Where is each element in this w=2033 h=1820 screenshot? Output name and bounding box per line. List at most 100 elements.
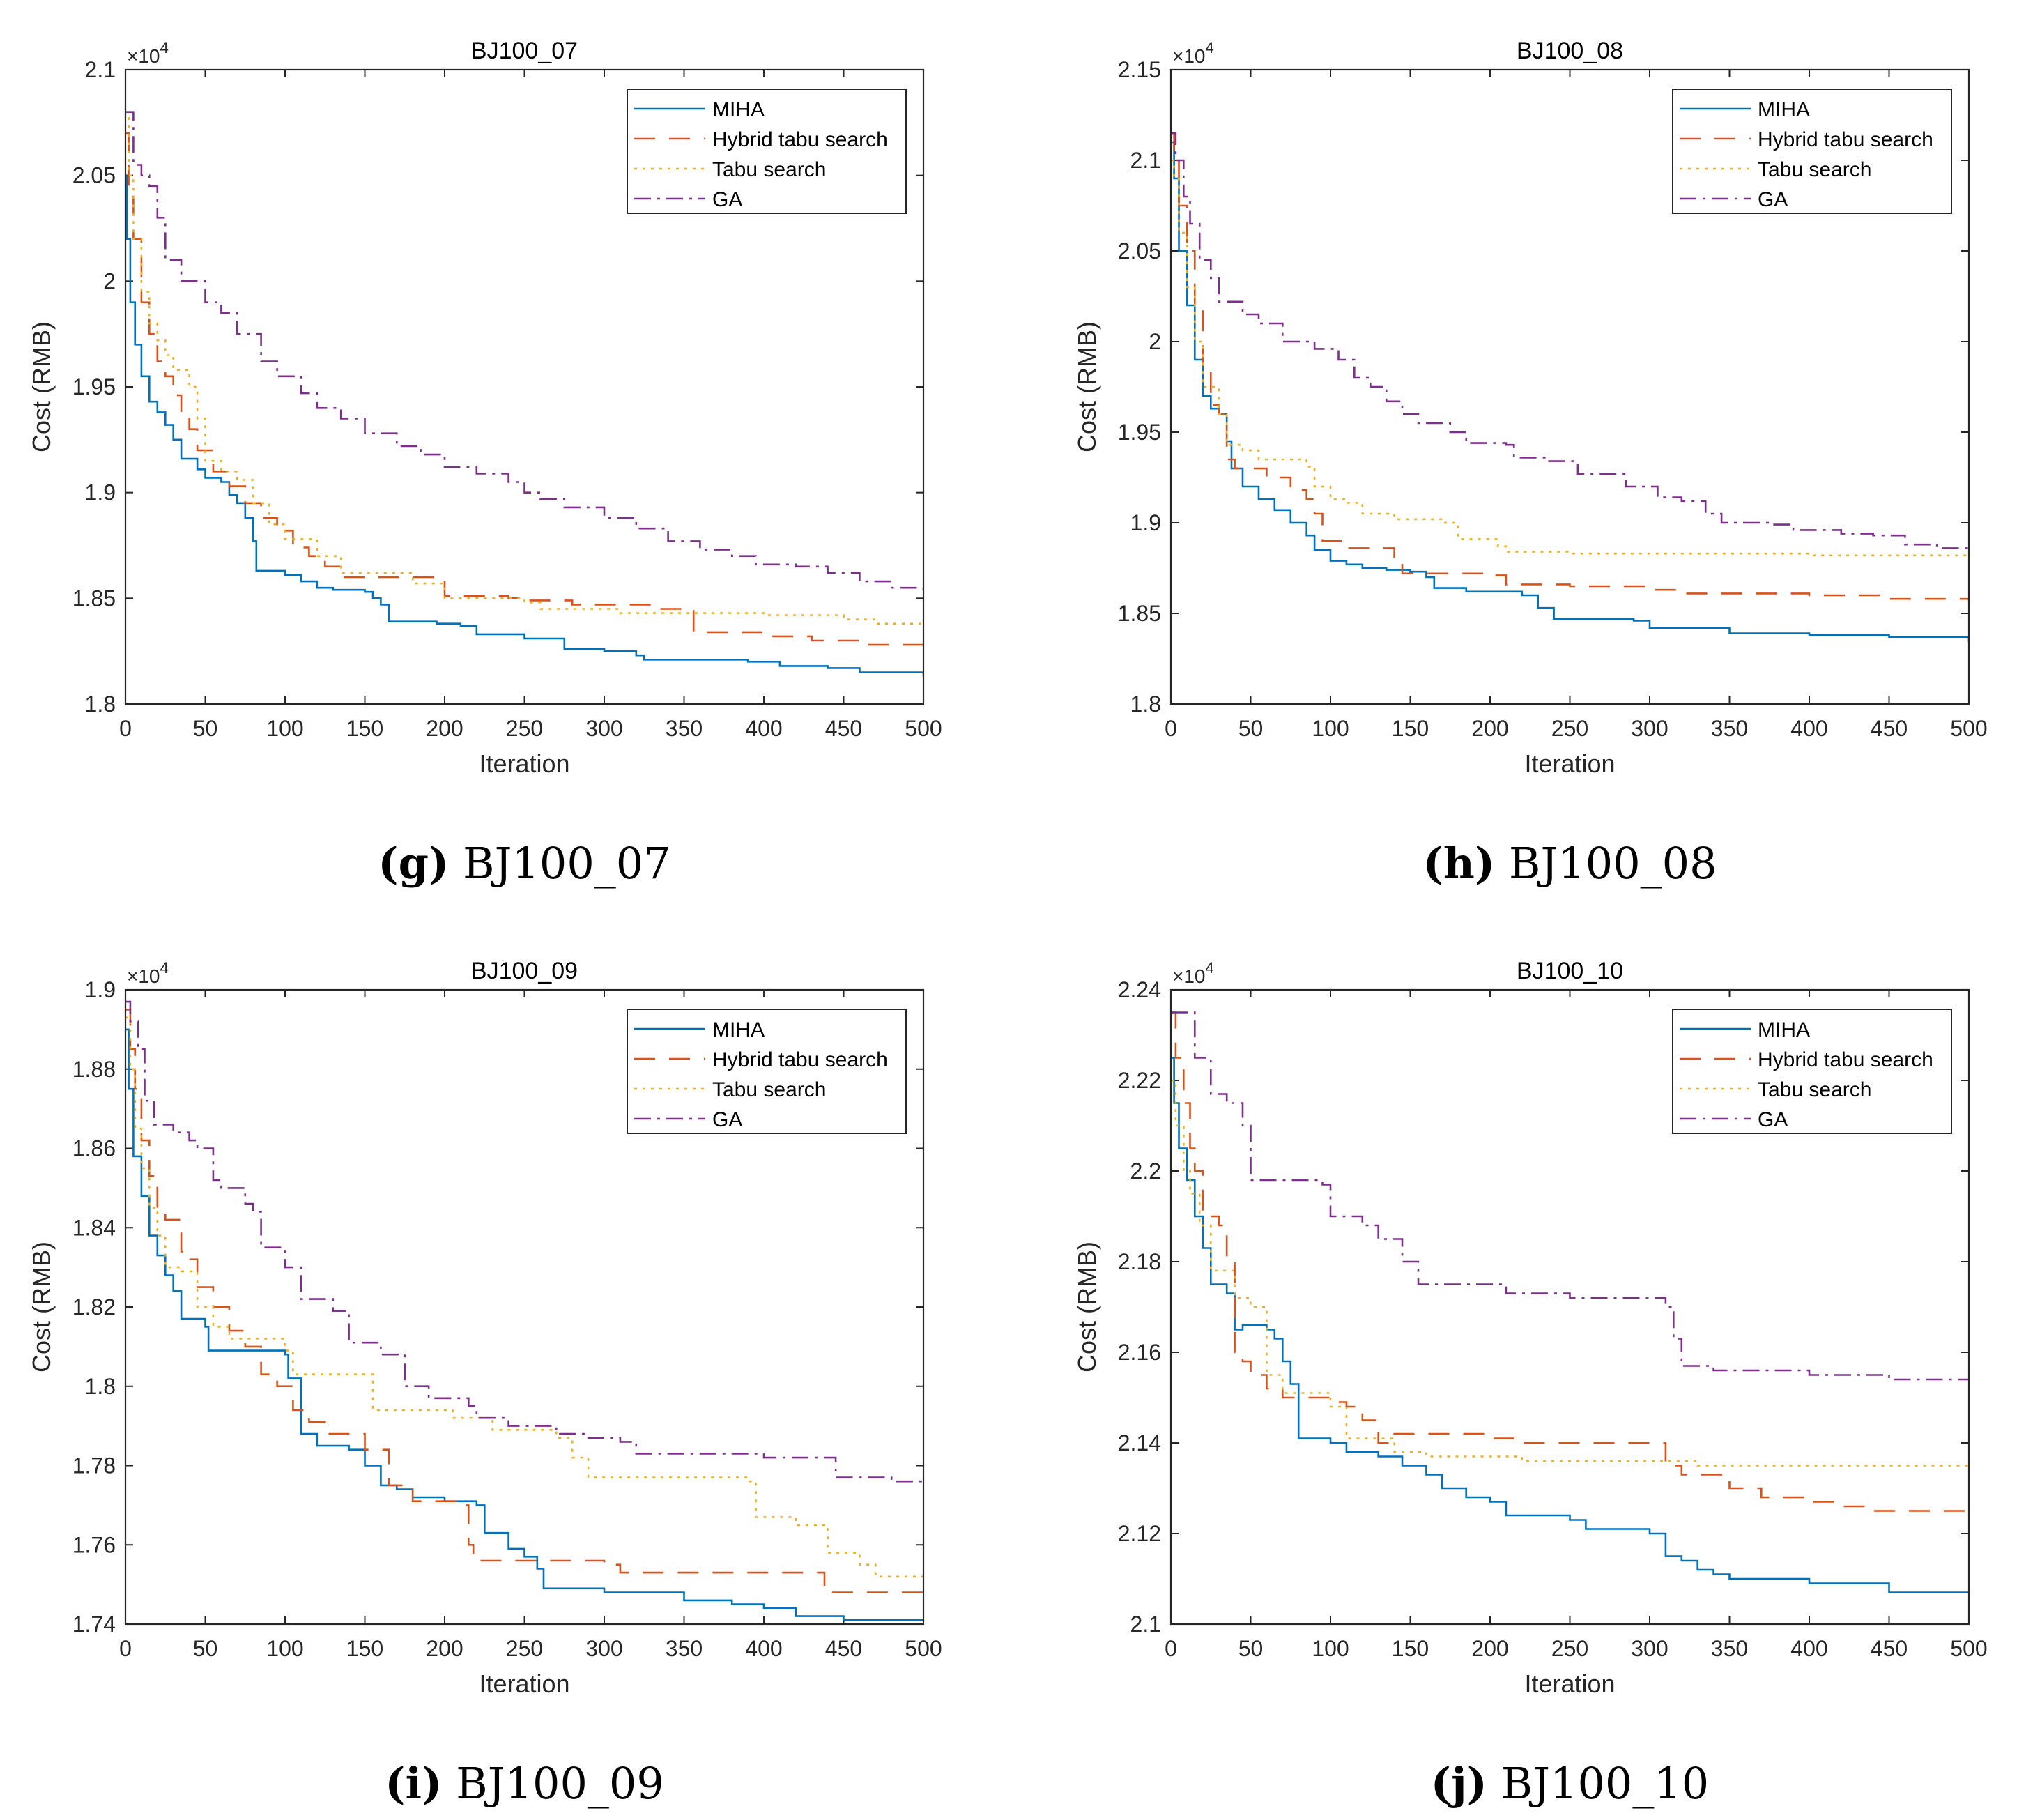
x-tick-label: 250 (1551, 1636, 1588, 1661)
x-tick-label: 0 (119, 716, 132, 741)
x-tick-label: 150 (1392, 716, 1429, 741)
y-tick-label: 2.05 (1118, 238, 1161, 263)
chart-panel-g: 0 50 100 150 200 250 300 350 400 450 500 1.8 1.85 1.9… (27, 38, 942, 889)
x-tick-label: 50 (1238, 716, 1264, 741)
legend-label-miha: MIHA (1758, 1018, 1810, 1041)
x-axis-label: Iteration (479, 1669, 569, 1698)
legend-label-htabu: Hybrid tabu search (1758, 128, 1933, 151)
exponent-base: ×10 (1172, 965, 1206, 987)
y-tick-label: 1.9 (1130, 510, 1161, 535)
x-tick-label: 50 (193, 716, 218, 741)
chart-title: BJ100_08 (1517, 38, 1623, 64)
y-axis-label: Cost (RMB) (1073, 1241, 1101, 1372)
series-group (125, 1000, 923, 1621)
legend-label-htabu: Hybrid tabu search (712, 128, 888, 151)
series-line-miha (125, 174, 923, 677)
figure-caption: (h) BJ100_08 (1422, 838, 1717, 889)
y-tick-label: 2.16 (1118, 1340, 1161, 1365)
legend-label-ga: GA (712, 188, 742, 211)
caption-space (1495, 838, 1509, 889)
caption-text: BJ100_07 (463, 838, 671, 889)
x-tick-label: 450 (1871, 1636, 1908, 1661)
x-axis-label: Iteration (1524, 749, 1615, 778)
legend-label-tabu: Tabu search (712, 158, 826, 181)
exponent-base: ×10 (127, 45, 160, 67)
x-tick-label: 300 (585, 716, 622, 741)
legend-label-ga: GA (1758, 1108, 1788, 1131)
x-tick-label: 250 (1551, 716, 1588, 741)
x-tick-label: 500 (1950, 716, 1987, 741)
exponent-base: ×10 (127, 965, 160, 987)
y-tick-label: 1.95 (1118, 420, 1161, 445)
x-tick-label: 150 (346, 1636, 383, 1661)
y-tick-label: 2.24 (1118, 977, 1161, 1002)
exponent-power: 4 (160, 39, 169, 56)
y-tick-label: 1.8 (85, 691, 116, 717)
y-tick-label: 2.1 (1130, 148, 1161, 173)
x-tick-label: 100 (266, 1636, 303, 1661)
exponent-power: 4 (1206, 39, 1214, 56)
y-tick-label: 1.74 (72, 1612, 116, 1637)
exponent-power: 4 (1206, 959, 1214, 977)
legend-label-miha: MIHA (712, 98, 765, 121)
caption-space (442, 1758, 456, 1809)
y-axis-label: Cost (RMB) (27, 321, 56, 452)
legend-box (627, 89, 907, 214)
caption-letter: (i) (385, 1758, 442, 1809)
x-tick-label: 300 (1631, 1636, 1668, 1661)
y-tick-label: 2.22 (1118, 1068, 1161, 1093)
y-tick-label: 1.82 (72, 1294, 116, 1320)
x-tick-label: 400 (1790, 1636, 1827, 1661)
y-tick-label: 1.76 (72, 1532, 116, 1557)
chart-panel-h: 0 50 100 150 200 250 300 350 400 450 500 1.8 1.85 1.9… (1073, 38, 1988, 889)
caption-space (1487, 1758, 1501, 1809)
y-tick-label: 1.85 (72, 586, 116, 611)
caption-space (449, 838, 463, 889)
axes-box (124, 988, 925, 1626)
x-tick-label: 100 (266, 716, 303, 741)
x-tick-label: 350 (1711, 1636, 1748, 1661)
legend-label-ga: GA (712, 1108, 742, 1131)
y-axis-label: Cost (RMB) (27, 1241, 56, 1372)
x-tick-label: 0 (1165, 1636, 1177, 1661)
legend-box (1672, 89, 1952, 214)
legend-label-tabu: Tabu search (1758, 158, 1871, 181)
caption-text: BJ100_10 (1501, 1758, 1710, 1809)
x-tick-label: 350 (1711, 716, 1748, 741)
series-line-ga (125, 111, 923, 595)
series-line-miha (1171, 141, 1969, 643)
series-line-tabu (1171, 1079, 1969, 1467)
y-axis-label: Cost (RMB) (1073, 321, 1101, 452)
series-line-tabu (125, 111, 923, 625)
caption-text: BJ100_08 (1509, 838, 1717, 889)
y-tick-label: 2 (1149, 329, 1161, 354)
y-tick-label: 2.1 (85, 57, 116, 82)
x-tick-label: 500 (905, 716, 942, 741)
legend-box (1672, 1009, 1952, 1134)
series-line-miha (125, 1028, 923, 1621)
axes-box (1169, 68, 1970, 705)
x-tick-label: 400 (745, 716, 782, 741)
chart-title: BJ100_09 (471, 958, 578, 984)
x-tick-label: 150 (346, 716, 383, 741)
legend-label-tabu: Tabu search (712, 1078, 826, 1101)
x-tick-label: 250 (506, 1636, 543, 1661)
y-tick-label: 1.86 (72, 1136, 116, 1161)
figure-caption: (j) BJ100_10 (1431, 1758, 1709, 1809)
caption-text: BJ100_09 (456, 1758, 664, 1809)
x-tick-label: 500 (1950, 1636, 1987, 1661)
y-tick-label: 2 (103, 268, 116, 293)
x-tick-label: 50 (193, 1636, 218, 1661)
legend-label-htabu: Hybrid tabu search (1758, 1048, 1933, 1071)
x-tick-label: 450 (825, 716, 862, 741)
series-line-tabu (1171, 159, 1969, 557)
x-tick-label: 250 (506, 716, 543, 741)
series-group (125, 111, 923, 677)
figure-caption: (i) BJ100_09 (385, 1758, 664, 1809)
legend-label-miha: MIHA (1758, 98, 1810, 121)
x-tick-label: 100 (1312, 1636, 1349, 1661)
y-tick-label: 2.2 (1130, 1158, 1161, 1184)
y-tick-label: 1.8 (85, 1374, 116, 1399)
figure-caption: (g) BJ100_07 (378, 838, 670, 889)
